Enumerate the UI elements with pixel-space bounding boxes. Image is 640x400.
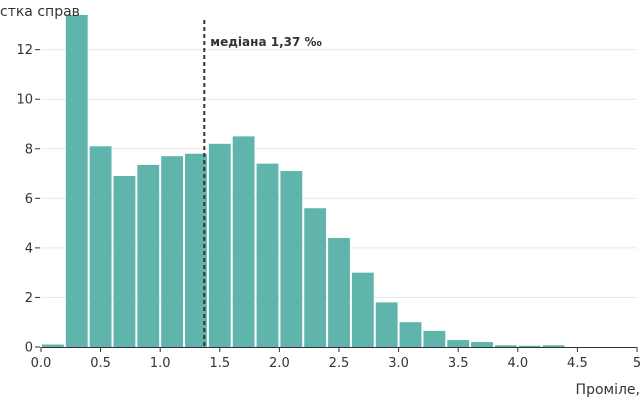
x-tick-label: 0.0 bbox=[31, 356, 52, 371]
bar bbox=[65, 14, 88, 348]
bar bbox=[137, 164, 160, 347]
bar bbox=[113, 176, 136, 347]
x-axis: 0.0 0.5 1.0 1.5 2.0 2.5 3.0 3.5 4.0 4.5 5 bbox=[31, 347, 640, 371]
y-tick-label: 6 bbox=[25, 192, 33, 207]
bar bbox=[447, 340, 470, 347]
x-tick-label: 5 bbox=[633, 356, 640, 371]
bar bbox=[304, 208, 327, 347]
y-tick-label: 0 bbox=[25, 341, 33, 356]
bar bbox=[208, 143, 231, 347]
x-tick-label: 1.0 bbox=[150, 356, 171, 371]
y-axis: 0 2 4 6 8 10 12 bbox=[16, 43, 40, 356]
bar bbox=[375, 302, 398, 347]
y-axis-title: стка справ bbox=[0, 4, 80, 20]
bar bbox=[42, 344, 64, 347]
y-tick-label: 8 bbox=[25, 142, 33, 157]
bars bbox=[42, 14, 565, 348]
x-tick-label: 3.0 bbox=[388, 356, 409, 371]
bar bbox=[399, 322, 422, 347]
y-tick-label: 2 bbox=[25, 291, 33, 306]
x-tick-label: 0.5 bbox=[90, 356, 111, 371]
bar bbox=[518, 345, 541, 347]
bar bbox=[185, 153, 207, 347]
bar bbox=[232, 136, 255, 347]
bar bbox=[256, 163, 279, 347]
bar bbox=[542, 345, 565, 347]
bar bbox=[280, 171, 303, 347]
bar bbox=[423, 330, 446, 347]
bar bbox=[351, 272, 374, 347]
x-tick-label: 2.0 bbox=[269, 356, 290, 371]
bar bbox=[471, 342, 493, 347]
median-label: медіана 1,37 ‰ bbox=[210, 35, 321, 49]
y-tick-label: 12 bbox=[16, 43, 33, 58]
bar bbox=[161, 156, 184, 347]
x-tick-label: 4.5 bbox=[567, 356, 588, 371]
x-axis-title: Проміле, bbox=[576, 382, 640, 398]
y-tick-label: 4 bbox=[25, 241, 33, 256]
bar bbox=[494, 345, 517, 347]
x-tick-label: 3.5 bbox=[448, 356, 469, 371]
x-tick-label: 4.0 bbox=[507, 356, 528, 371]
x-tick-label: 2.5 bbox=[329, 356, 350, 371]
y-tick-label: 10 bbox=[16, 93, 33, 108]
x-tick-label: 1.5 bbox=[209, 356, 230, 371]
bar bbox=[89, 146, 112, 347]
bar bbox=[328, 237, 350, 347]
